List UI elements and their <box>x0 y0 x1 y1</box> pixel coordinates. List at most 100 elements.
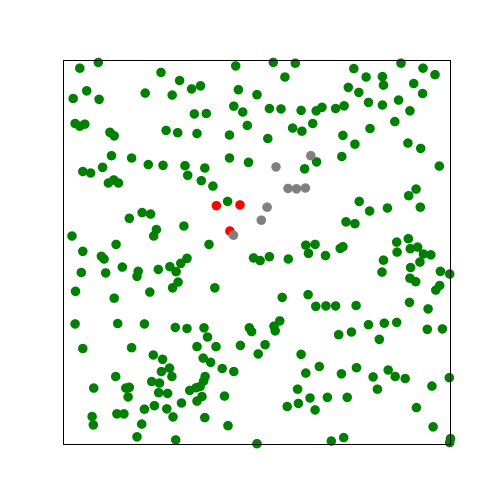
data-point <box>372 384 383 395</box>
data-point <box>333 329 344 340</box>
data-point <box>391 317 402 328</box>
data-point <box>195 81 206 91</box>
data-point <box>415 143 426 154</box>
data-point <box>338 432 349 443</box>
data-point <box>390 116 400 127</box>
data-point <box>374 334 385 345</box>
data-point <box>392 247 402 257</box>
data-point <box>88 420 99 430</box>
data-point <box>361 72 371 82</box>
data-point <box>211 341 221 352</box>
data-point <box>111 239 121 250</box>
data-point <box>252 438 262 449</box>
data-point <box>264 251 275 262</box>
data-point <box>264 103 275 114</box>
data-point <box>93 57 104 68</box>
data-point <box>427 381 437 391</box>
data-point <box>270 326 281 336</box>
data-point <box>76 267 87 278</box>
data-point <box>211 200 222 211</box>
data-point <box>252 89 262 100</box>
data-point <box>262 202 272 212</box>
data-point <box>326 436 337 446</box>
data-point <box>243 157 254 168</box>
data-point <box>354 196 365 207</box>
data-point <box>100 268 111 278</box>
data-point <box>192 341 202 352</box>
data-point <box>113 178 124 188</box>
data-point <box>364 206 375 216</box>
data-point <box>237 107 248 117</box>
data-point <box>81 86 92 96</box>
data-point <box>300 183 311 193</box>
data-point <box>415 202 426 212</box>
data-point <box>307 118 318 129</box>
data-point <box>219 391 230 401</box>
data-point <box>351 362 362 373</box>
data-point <box>434 161 445 171</box>
data-point <box>170 435 181 445</box>
data-point <box>228 230 239 240</box>
data-point <box>171 266 181 277</box>
data-point <box>233 84 244 95</box>
data-point <box>368 372 378 382</box>
data-point <box>301 240 311 250</box>
data-point <box>148 231 159 241</box>
data-point <box>112 318 123 329</box>
data-point <box>338 241 348 252</box>
data-point <box>350 139 360 149</box>
data-point <box>377 100 388 110</box>
data-point <box>276 104 286 114</box>
data-point <box>253 349 263 359</box>
data-point <box>217 363 227 374</box>
data-point <box>109 131 119 141</box>
data-point <box>400 373 411 384</box>
data-point <box>67 231 77 241</box>
data-point <box>224 130 235 140</box>
data-point <box>320 250 331 261</box>
data-point <box>390 371 401 382</box>
data-point <box>418 249 429 259</box>
data-point <box>167 90 177 100</box>
data-point <box>198 376 209 386</box>
data-point <box>396 58 406 68</box>
data-point <box>110 371 121 382</box>
data-point <box>176 398 187 408</box>
data-point <box>109 293 119 304</box>
data-point <box>146 376 157 387</box>
data-point <box>275 316 285 326</box>
data-point <box>330 301 341 311</box>
data-point <box>137 207 147 218</box>
data-point <box>97 162 108 173</box>
data-point <box>170 322 181 333</box>
data-point <box>378 80 389 90</box>
data-point <box>271 162 281 172</box>
data-point <box>139 404 150 415</box>
data-point <box>336 369 347 379</box>
data-point <box>434 280 445 291</box>
data-point <box>410 276 421 287</box>
data-point <box>422 324 433 335</box>
data-point <box>282 401 293 412</box>
data-point <box>179 221 189 231</box>
data-point <box>349 63 359 74</box>
data-point <box>415 257 425 267</box>
data-point <box>174 75 185 86</box>
data-point <box>382 203 393 213</box>
data-point <box>117 262 128 272</box>
data-point <box>283 183 293 194</box>
data-point <box>186 84 197 94</box>
data-point <box>423 304 433 314</box>
data-point <box>205 357 216 368</box>
data-point <box>148 350 159 360</box>
data-point <box>182 253 192 264</box>
data-point <box>354 87 364 98</box>
data-point <box>418 63 428 73</box>
data-point <box>99 254 109 264</box>
data-point <box>322 392 333 403</box>
data-point <box>124 213 135 224</box>
data-point <box>408 78 419 89</box>
data-point <box>330 103 341 114</box>
data-point <box>182 323 192 334</box>
data-point <box>204 239 214 250</box>
